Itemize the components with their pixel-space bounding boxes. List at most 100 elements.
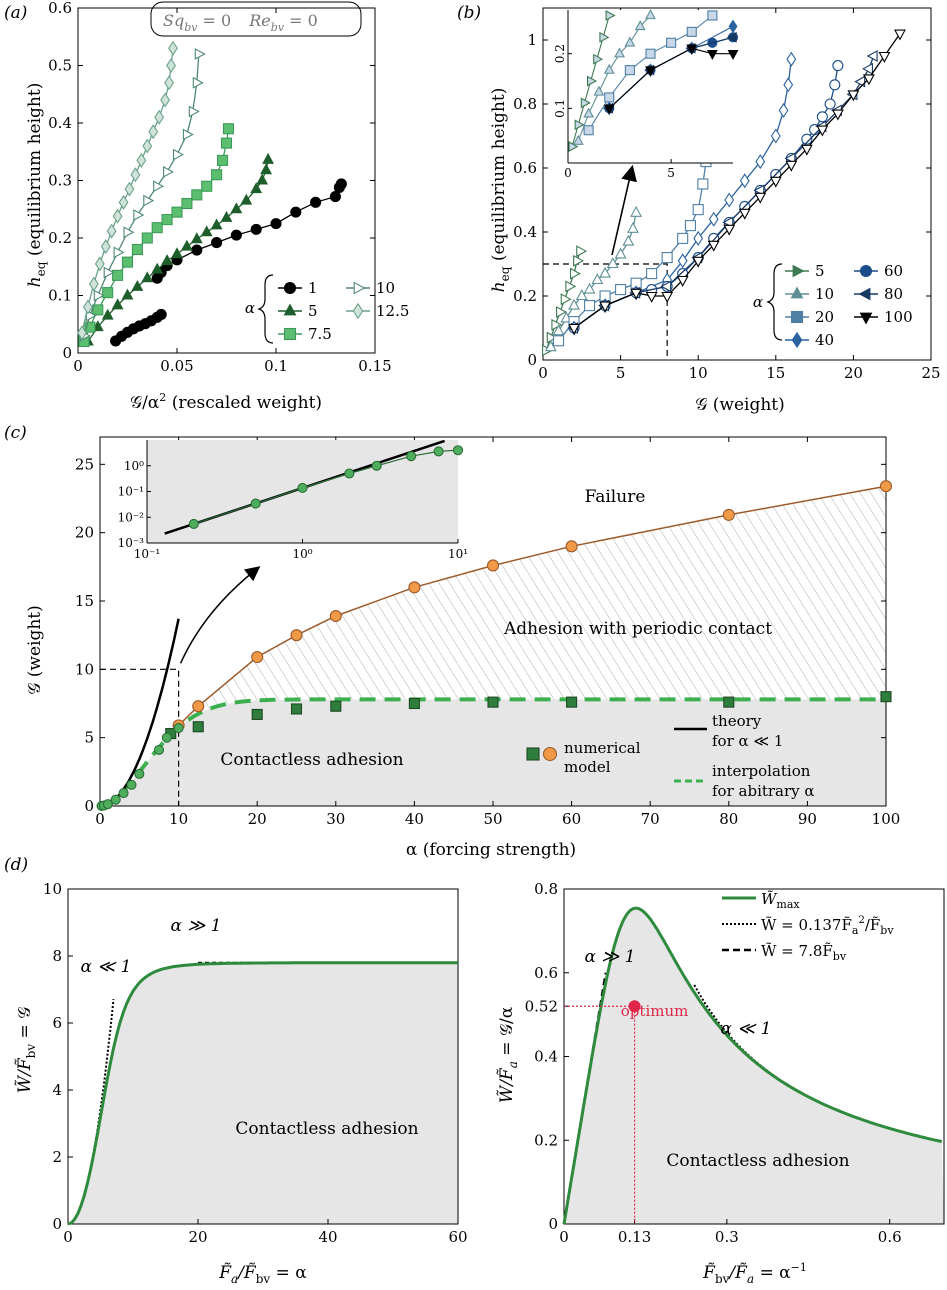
inset-x-tick-label: 5 bbox=[667, 166, 675, 180]
data-point-alpha-10 bbox=[93, 289, 105, 302]
condition-label: Sqbv = 0 Rebv = 0 bbox=[163, 11, 318, 34]
inset-x-tick-label: 0 bbox=[564, 166, 572, 180]
data-point-alpha-5 bbox=[220, 210, 233, 222]
panel-d-left-ylabel: W̃/F̃bv = 𝒢 bbox=[15, 1007, 38, 1094]
data-point-alpha-5 bbox=[576, 245, 588, 258]
panel-b-y-tick-label: 0.8 bbox=[513, 95, 537, 113]
data-point-alpha-1b bbox=[191, 244, 203, 256]
data-point-alpha-100 bbox=[878, 51, 891, 63]
region-contactless bbox=[68, 962, 458, 1224]
legend-entry-10: 10 bbox=[376, 279, 395, 297]
data-point-alpha-10 bbox=[614, 247, 627, 259]
data-point-alpha-100 bbox=[831, 109, 844, 121]
inset-x-tick-label: 10¹ bbox=[448, 547, 468, 561]
numerical-point-square bbox=[880, 691, 892, 703]
panel-b-xlabel: 𝒢 (weight) bbox=[695, 395, 785, 415]
panel-d-left-frame bbox=[67, 888, 459, 1225]
inset-point-alpha-20 bbox=[624, 65, 635, 76]
data-point-alpha-20 bbox=[684, 220, 696, 232]
panel-c-y-tick-label: 0 bbox=[84, 797, 94, 815]
data-point-alpha-5 bbox=[161, 254, 174, 266]
data-point-alpha-5 bbox=[141, 271, 154, 283]
legend-theory-1: theory bbox=[712, 712, 762, 730]
panel-c-x-tick-label: 10 bbox=[169, 810, 188, 828]
data-point-alpha-20 bbox=[552, 335, 565, 347]
panel-d-right-y-tick-label: 0 bbox=[548, 1215, 558, 1233]
inset-point-alpha-10 bbox=[603, 63, 615, 74]
series-line-alpha-10 bbox=[83, 53, 200, 336]
data-point-alpha-40 bbox=[677, 253, 688, 269]
panel-a-y-tick-label: 0.1 bbox=[48, 287, 72, 305]
data-point-alpha-20 bbox=[677, 232, 689, 244]
data-point-alpha-20 bbox=[661, 252, 673, 264]
legend-entry-10: 10 bbox=[815, 285, 834, 303]
region-failure-label: Failure bbox=[585, 487, 646, 507]
panel-d-left-x-tick-label: 0 bbox=[63, 1228, 73, 1246]
panel-c-x-tick-label: 60 bbox=[562, 810, 581, 828]
data-point-alpha-10 bbox=[630, 205, 643, 217]
inset-point bbox=[452, 445, 464, 456]
zoom-box-guide bbox=[543, 263, 668, 360]
data-point-alpha-60 bbox=[829, 79, 841, 91]
panel-d-left-x-tick-label: 20 bbox=[188, 1228, 207, 1246]
panel-d-right-x-tick-label: 0.6 bbox=[878, 1228, 902, 1246]
data-point-alpha-12.5 bbox=[112, 208, 123, 224]
panel-c-label: (c) bbox=[4, 423, 27, 443]
panel-a-x-tick-label: 0 bbox=[73, 357, 83, 375]
data-point-alpha-5 bbox=[190, 232, 203, 244]
inset-point-alpha-20 bbox=[645, 48, 656, 59]
legend-numerical-2: model bbox=[564, 758, 611, 776]
inset-point-alpha-100 bbox=[706, 50, 718, 61]
panel-b-frame bbox=[542, 7, 932, 361]
panel-d-right-y-tick-label: 0.4 bbox=[534, 1048, 558, 1066]
failure-point bbox=[251, 650, 264, 664]
data-point-alpha-5 bbox=[131, 279, 144, 291]
panel-d-right: 0 0.13 0.3 0.6 0 0.2 0.4 0.52 0.6 0.8 optimum α ≫ 1… bbox=[525, 880, 945, 1246]
data-point-alpha-5 bbox=[569, 267, 581, 280]
data-point-alpha-20 bbox=[697, 178, 709, 190]
data-point-alpha-10 bbox=[163, 165, 175, 178]
panel-c-y-tick-label: 20 bbox=[75, 524, 94, 542]
data-point-alpha-12.5 bbox=[166, 57, 176, 74]
numerical-point-square bbox=[330, 700, 342, 712]
legend-marker bbox=[858, 287, 871, 301]
numerical-point-square bbox=[251, 708, 263, 720]
legend-marker bbox=[352, 302, 364, 320]
inset-point-alpha-40 bbox=[728, 19, 738, 34]
inset-point-alpha-100 bbox=[686, 44, 698, 55]
panel-b-x-tick-label: 20 bbox=[844, 364, 863, 382]
data-point-alpha-100 bbox=[800, 144, 813, 156]
numerical-point-circle bbox=[126, 779, 137, 790]
panel-c-y-tick-label: 15 bbox=[75, 592, 94, 610]
data-point-alpha-40 bbox=[724, 192, 735, 208]
legend-entry-40: 40 bbox=[815, 331, 834, 349]
data-point-alpha-7.5 bbox=[181, 197, 193, 210]
numerical-point-circle bbox=[102, 799, 113, 810]
data-point-alpha-40 bbox=[755, 154, 766, 170]
data-point-alpha-5 bbox=[250, 182, 263, 194]
panel-c-x-tick-label: 90 bbox=[798, 810, 817, 828]
panel-b-label: (b) bbox=[457, 3, 481, 23]
panel-c-y-tick-label: 25 bbox=[75, 455, 94, 473]
legend-marker bbox=[283, 327, 297, 341]
region-contactless bbox=[564, 908, 944, 1224]
data-point-alpha-100 bbox=[738, 208, 751, 220]
panel-a-label: (a) bbox=[4, 3, 27, 23]
data-point-alpha-5 bbox=[560, 293, 572, 306]
data-point-alpha-12.5 bbox=[106, 223, 117, 239]
panel-d-left-y-tick-label: 10 bbox=[43, 880, 62, 898]
data-point-alpha-7.5 bbox=[151, 222, 163, 234]
data-point-alpha-10 bbox=[552, 324, 565, 336]
panel-d-right-x-tick-label: 0.13 bbox=[618, 1228, 651, 1246]
panel-c-x-tick-label: 20 bbox=[248, 810, 267, 828]
region-periodic-contact bbox=[178, 486, 887, 728]
data-point-alpha-100 bbox=[862, 74, 875, 86]
data-point-alpha-12.5 bbox=[130, 167, 141, 183]
numerical-point-circle bbox=[161, 732, 172, 743]
inset-point-alpha-5 bbox=[580, 97, 591, 109]
data-point-alpha-10 bbox=[182, 128, 194, 141]
data-point-alpha-60 bbox=[832, 60, 844, 72]
data-point-alpha-10 bbox=[591, 273, 604, 285]
failure-point bbox=[565, 540, 578, 553]
